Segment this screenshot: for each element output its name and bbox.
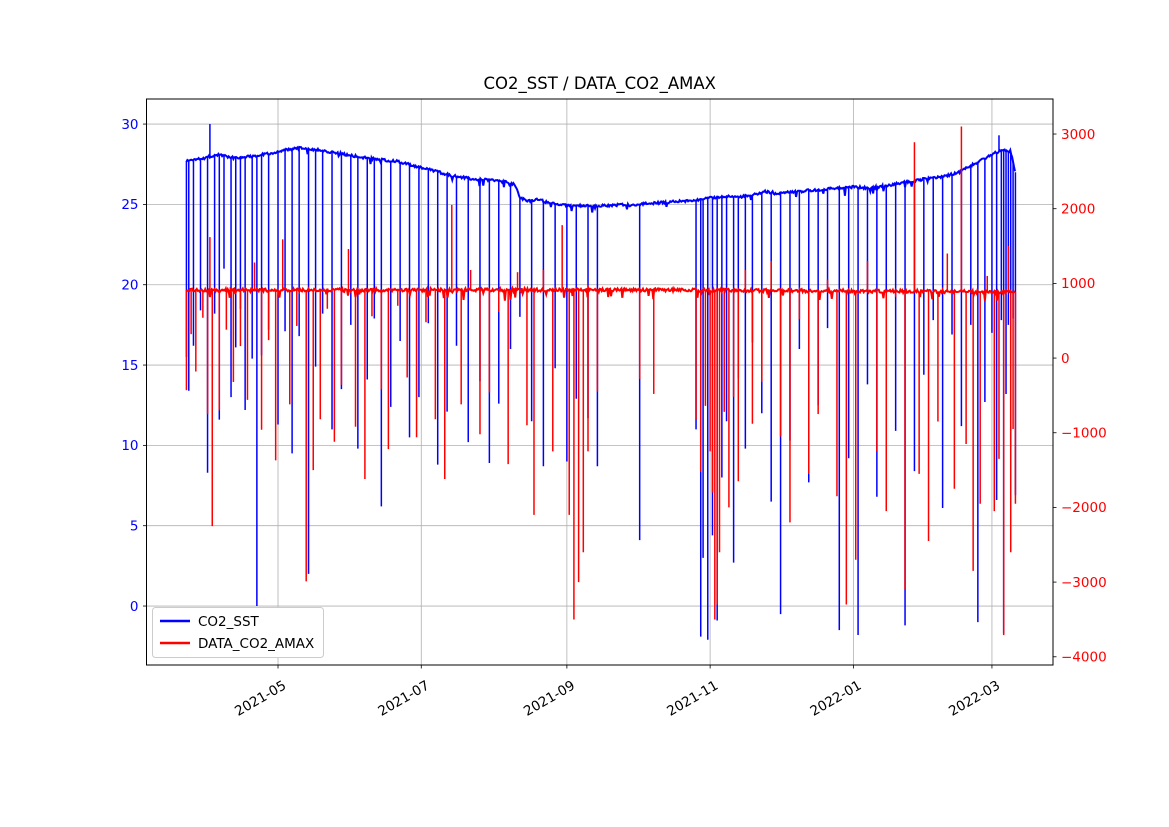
chart-title: CO2_SST / DATA_CO2_AMAX [484,74,716,94]
y-right-tick-label: −2000 [1061,500,1107,516]
legend: CO2_SST DATA_CO2_AMAX [152,607,324,658]
y-left-tick-label: 5 [130,519,139,535]
legend-box [152,607,324,658]
baseline-data_co2_amax [185,284,1016,301]
legend-label: DATA_CO2_AMAX [198,636,314,652]
y-left-tick-label: 20 [121,278,138,294]
y-left-tick-label: 25 [121,197,138,213]
y-axis-right: −4000 −3000 −2000 −1000 0 1000 2000 3000 [1053,127,1107,666]
y-right-tick-label: 2000 [1061,202,1095,218]
series-data-co2-amax [185,126,1017,636]
y-left-tick-label: 0 [130,599,139,615]
plot-frame [146,98,1054,666]
y-right-tick-label: 3000 [1061,127,1095,143]
y-right-tick-label: 1000 [1061,276,1095,292]
y-right-tick-label: −4000 [1061,650,1107,666]
y-right-tick-label: −3000 [1061,575,1107,591]
y-axis-left: 0 5 10 15 20 25 30 [121,117,147,615]
y-right-tick-label: −1000 [1061,426,1107,442]
y-left-tick-label: 30 [121,117,138,133]
legend-label: CO2_SST [198,614,260,630]
legend-item-data-co2-amax: DATA_CO2_AMAX [160,636,314,652]
y-left-tick-label: 15 [121,358,138,374]
legend-item-co2-sst: CO2_SST [160,614,260,630]
y-right-tick-label: 0 [1061,351,1070,367]
y-left-tick-label: 10 [121,438,138,454]
